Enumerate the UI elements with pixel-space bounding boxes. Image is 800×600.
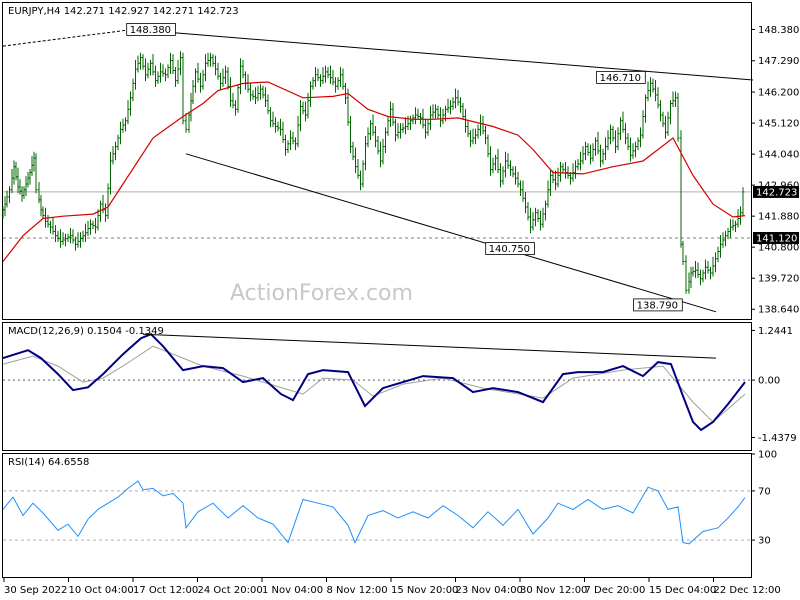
x-tick-label: 30 Nov 12:00 — [520, 585, 587, 596]
price-level-label: 142.723 — [756, 187, 797, 198]
support-trendline — [185, 153, 717, 313]
x-tick-label: 22 Dec 12:00 — [714, 585, 781, 596]
price-callout-box — [485, 242, 535, 256]
x-tick-label: 15 Dec 04:00 — [649, 585, 716, 596]
price-ytick-label: 139.720 — [758, 274, 799, 285]
x-tick-label: 23 Nov 04:00 — [456, 585, 523, 596]
x-tick-label: 24 Oct 20:00 — [198, 585, 263, 596]
resistance-trendline — [132, 28, 754, 81]
macd-panel: 1.2441 0.00 -1.4379 — [2, 326, 797, 444]
x-tick-label: 17 Oct 12:00 — [133, 585, 198, 596]
price-bars — [1, 51, 745, 294]
macd-line — [2, 333, 746, 432]
macd-ytick-label: 0.00 — [758, 376, 780, 387]
price-callout: 146.710 — [596, 71, 646, 84]
rsi-ytick-label: 70 — [758, 486, 771, 497]
main-panel-frame — [2, 2, 752, 320]
rsi-header: RSI(14) 64.6558 — [8, 457, 89, 468]
price-ytick-label: 144.040 — [758, 150, 799, 161]
price-callout-label: 148.380 — [130, 25, 171, 36]
x-tick-label: 1 Nov 04:00 — [262, 585, 323, 596]
x-tick-label: 7 Dec 20:00 — [585, 585, 646, 596]
x-tick-label: 8 Nov 12:00 — [327, 585, 388, 596]
macd-ytick-label: 1.2441 — [758, 326, 793, 337]
x-tick-label: 30 Sep 2022 — [4, 585, 67, 596]
price-callout: 138.790 — [633, 298, 683, 312]
price-level-box — [753, 231, 799, 244]
x-tick-label: 10 Oct 04:00 — [69, 585, 134, 596]
price-ytick-label: 140.800 — [758, 243, 799, 254]
price-ytick-label: 146.200 — [758, 88, 799, 99]
rsi-panel-frame — [2, 453, 752, 578]
price-ytick-label: 147.290 — [758, 56, 799, 67]
x-axis: 30 Sep 2022 10 Oct 04:00 17 Oct 12:00 24 Oc… — [3, 578, 781, 596]
rsi-ytick-label: 100 — [758, 450, 777, 461]
price-ytick-label: 138.640 — [758, 305, 799, 316]
macd-ytick-label: -1.4379 — [758, 433, 797, 444]
macd-signal-line — [2, 345, 746, 423]
rsi-ytick-label: 30 — [758, 536, 771, 547]
price-callout: 148.380 — [126, 22, 176, 36]
price-callout-label: 140.750 — [489, 244, 530, 255]
resistance-trendline-extension — [2, 28, 134, 47]
macd-trendline — [142, 333, 717, 359]
price-ytick-label: 141.880 — [758, 212, 799, 223]
x-tick-label: 15 Nov 20:00 — [391, 585, 458, 596]
rsi-line — [2, 480, 746, 545]
price-callout-box — [126, 22, 176, 36]
price-callout-box — [633, 298, 683, 312]
price-callout-box — [596, 71, 646, 84]
price-callout: 140.750 — [485, 242, 535, 256]
main-panel: 148.380147.290146.200145.120144.040142.9… — [1, 22, 799, 316]
price-ytick-label: 148.380 — [758, 25, 799, 36]
price-callout-label: 146.710 — [600, 73, 641, 84]
price-level-label: 141.120 — [756, 233, 797, 244]
price-ytick-label: 145.120 — [758, 119, 799, 130]
main-header: EURJPY,H4 142.271 142.927 142.271 142.72… — [8, 6, 239, 17]
price-level-box — [753, 185, 799, 198]
macd-header: MACD(12,26,9) 0.1504 -0.1349 — [8, 326, 164, 337]
rsi-panel: 100 70 30 — [2, 450, 777, 547]
macd-panel-frame — [2, 322, 752, 451]
price-callout-label: 138.790 — [637, 300, 678, 311]
moving-average-line — [2, 81, 746, 262]
watermark: ActionForex.com — [230, 281, 413, 306]
